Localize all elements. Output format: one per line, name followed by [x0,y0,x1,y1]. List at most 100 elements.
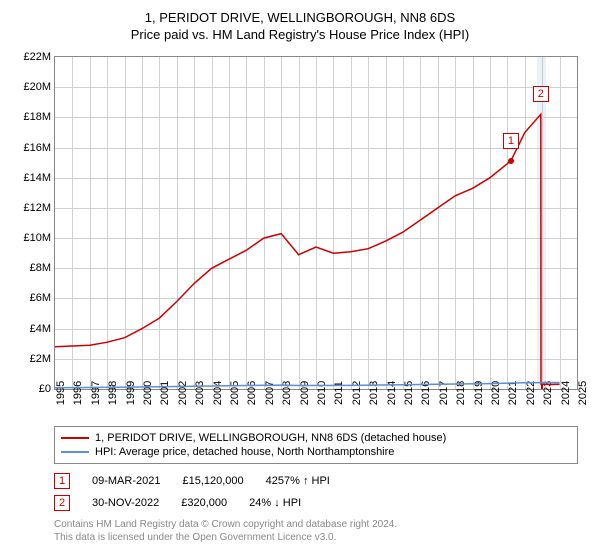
gridline-v [72,57,73,389]
gridline-v [473,57,474,389]
event-marker-1: 1 [54,473,70,489]
y-tick-label: £14M [23,172,51,184]
sale-marker-1: 1 [503,133,519,149]
y-tick-label: £6M [30,292,51,304]
gridline-v [420,57,421,389]
y-tick-label: £2M [30,353,51,365]
gridline-v [438,57,439,389]
gridline-v [490,57,491,389]
footer-line2: This data is licensed under the Open Gov… [54,531,578,544]
event-row-1: 1 09-MAR-2021 £15,120,000 4257% ↑ HPI [54,470,578,492]
x-tick-label: 2005 [229,381,241,405]
gridline-v [316,57,317,389]
gridline-v [455,57,456,389]
gridline-v [525,57,526,389]
x-tick-label: 2006 [246,381,258,405]
x-tick-label: 2001 [159,381,171,405]
event-row-2: 2 30-NOV-2022 £320,000 24% ↓ HPI [54,492,578,514]
plot-region: £0£2M£4M£6M£8M£10M£12M£14M£16M£18M£20M£2… [54,56,578,390]
x-tick-label: 2003 [194,381,206,405]
x-tick-label: 2016 [420,381,432,405]
x-tick-label: 1996 [72,381,84,405]
y-tick-label: £18M [23,111,51,123]
x-tick-label: 2019 [473,381,485,405]
y-tick-label: £22M [23,51,51,63]
gridline-v [560,57,561,389]
event-pct-1: 4257% ↑ HPI [266,475,330,487]
gridline-v [177,57,178,389]
chart-area: £0 £2M £4M £6M £8M £10M £12M £14M £16M £18M £20M £2… [10,50,590,420]
gridline-v [125,57,126,389]
y-tick-label: £10M [23,232,51,244]
x-tick-label: 2015 [403,381,415,405]
chart-container: 1, PERIDOT DRIVE, WELLINGBOROUGH, NN8 6D… [0,0,600,560]
x-tick-label: 2025 [577,381,589,405]
event-price-2: £320,000 [181,497,227,509]
gridline-v [212,57,213,389]
x-tick-label: 2013 [368,381,380,405]
x-tick-label: 2012 [351,381,363,405]
events-block: 1 09-MAR-2021 £15,120,000 4257% ↑ HPI 2 … [54,470,578,514]
gridline-v [368,57,369,389]
legend: 1, PERIDOT DRIVE, WELLINGBOROUGH, NN8 6D… [54,426,578,464]
legend-swatch-hpi [61,451,89,453]
series-property [55,114,560,384]
gridline-v [299,57,300,389]
x-tick-label: 2004 [212,381,224,405]
sale-dot [508,158,514,164]
event-date-2: 30-NOV-2022 [92,497,159,509]
gridline-v [107,57,108,389]
sale-marker-2: 2 [533,86,549,102]
gridline-v [333,57,334,389]
event-price-1: £15,120,000 [182,475,243,487]
y-tick-label: £0 [39,383,51,395]
y-tick-label: £8M [30,262,51,274]
x-tick-label: 2020 [490,381,502,405]
gridline-v [194,57,195,389]
gridline-v [386,57,387,389]
gridline-v [142,57,143,389]
event-date-1: 09-MAR-2021 [92,475,160,487]
x-tick-label: 2011 [333,381,345,405]
y-tick-label: £20M [23,81,51,93]
x-tick-label: 2014 [386,381,398,405]
x-tick-label: 2024 [560,381,572,405]
x-tick-label: 1995 [55,381,67,405]
y-tick-label: £16M [23,142,51,154]
gridline-v [159,57,160,389]
gridline-v [351,57,352,389]
gridline-v [403,57,404,389]
y-tick-label: £12M [23,202,51,214]
x-tick-label: 2008 [281,381,293,405]
x-tick-label: 2007 [264,381,276,405]
gridline-v [507,57,508,389]
gridline-v [90,57,91,389]
event-pct-2: 24% ↓ HPI [249,497,301,509]
legend-item-hpi: HPI: Average price, detached house, Nort… [61,445,571,459]
x-tick-label: 1999 [125,381,137,405]
footer: Contains HM Land Registry data © Crown c… [54,518,578,544]
gridline-v [246,57,247,389]
x-tick-label: 1997 [90,381,102,405]
highlight-band [537,57,546,389]
x-tick-label: 2000 [142,381,154,405]
x-tick-label: 1998 [107,381,119,405]
legend-item-property: 1, PERIDOT DRIVE, WELLINGBOROUGH, NN8 6D… [61,431,571,445]
event-marker-2: 2 [54,495,70,511]
x-tick-label: 2002 [177,381,189,405]
title-block: 1, PERIDOT DRIVE, WELLINGBOROUGH, NN8 6D… [10,10,590,42]
legend-swatch-property [61,437,89,439]
drop-line [541,384,543,389]
x-tick-label: 2009 [299,381,311,405]
y-tick-label: £4M [30,323,51,335]
footer-line1: Contains HM Land Registry data © Crown c… [54,518,578,531]
title-address: 1, PERIDOT DRIVE, WELLINGBOROUGH, NN8 6D… [10,10,590,25]
legend-label-property: 1, PERIDOT DRIVE, WELLINGBOROUGH, NN8 6D… [95,432,446,444]
title-subtitle: Price paid vs. HM Land Registry's House … [10,27,590,42]
x-tick-label: 2010 [316,381,328,405]
legend-label-hpi: HPI: Average price, detached house, Nort… [95,446,394,458]
x-tick-label: 2017 [438,381,450,405]
gridline-v [281,57,282,389]
x-tick-label: 2018 [455,381,467,405]
x-tick-label: 2021 [507,381,519,405]
